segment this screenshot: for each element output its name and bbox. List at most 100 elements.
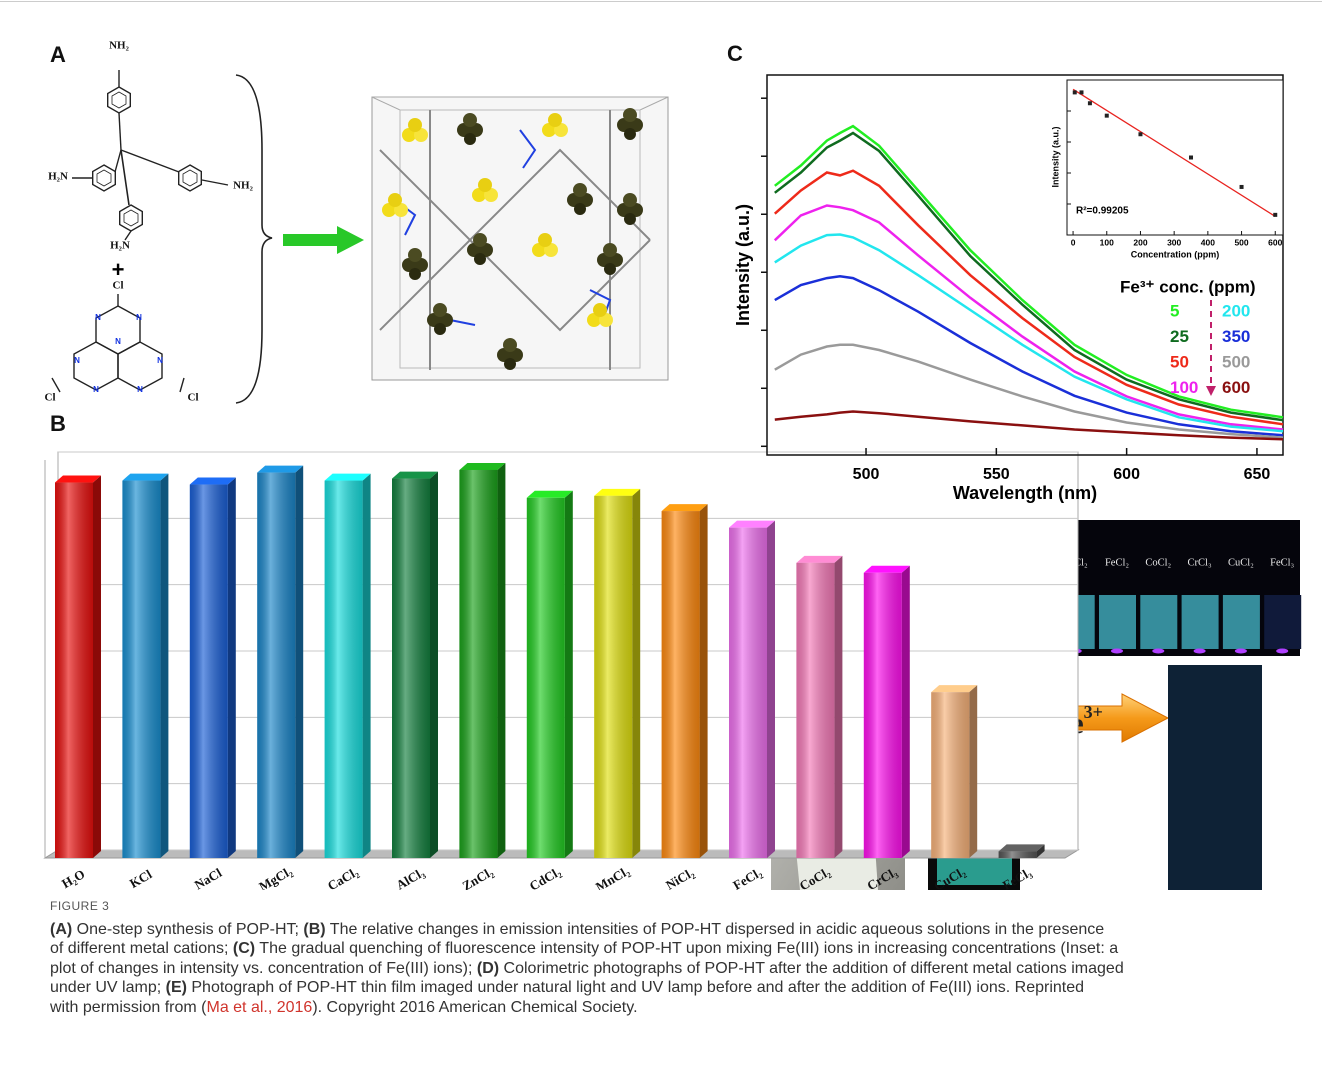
bar-top bbox=[931, 685, 977, 692]
figure: A B C D E NH₂ H₂N NH₂ H₂N + Cl Cl Cl N N… bbox=[0, 0, 1322, 890]
caption-text: The relative changes in emission intensi… bbox=[326, 921, 1105, 938]
caption-text: plot of changes in intensity vs. concent… bbox=[50, 960, 477, 977]
bar-top bbox=[662, 504, 708, 511]
page: Figure 3 { "panels": { "A": {"letter": "… bbox=[0, 0, 1322, 1075]
chem-n: N bbox=[157, 356, 163, 365]
bar-shine bbox=[662, 511, 700, 858]
caption-text: Photograph of POP-HT thin film imaged un… bbox=[187, 979, 1084, 996]
citation-link[interactable]: Ma et al., 2016 bbox=[206, 999, 312, 1016]
x-tick-label: KCl bbox=[127, 866, 155, 890]
caption-line: plot of changes in intensity vs. concent… bbox=[50, 959, 1315, 979]
caption-line: (A) One-step synthesis of POP-HT; (B) Th… bbox=[50, 920, 1315, 940]
x-tick-label: AlCl₃ bbox=[394, 865, 427, 890]
caption-text: Colorimetric photographs of POP-HT after… bbox=[499, 960, 1124, 977]
series-line bbox=[775, 235, 1283, 432]
tetraamine-structure bbox=[72, 70, 228, 240]
x-tick-label: 100 bbox=[1100, 237, 1114, 247]
x-axis-label: Wavelength (nm) bbox=[953, 483, 1097, 503]
chem-label: Cl bbox=[188, 392, 199, 404]
vial bbox=[1140, 595, 1177, 649]
bar-top bbox=[459, 463, 505, 470]
series-line bbox=[775, 345, 1283, 438]
bar-side bbox=[363, 474, 371, 858]
legend-arrowhead bbox=[1206, 386, 1216, 396]
chem-label: Cl bbox=[45, 392, 56, 404]
caption-text: One-step synthesis of POP-HT; bbox=[72, 921, 303, 938]
bar-top bbox=[122, 474, 168, 481]
x-tick-label: CdCl₂ bbox=[527, 864, 564, 890]
data-point bbox=[1105, 114, 1109, 118]
x-tick-label: ZnCl₂ bbox=[460, 864, 496, 890]
y-axis-label: Intensity (a.u.) bbox=[1050, 126, 1060, 187]
data-point bbox=[1079, 90, 1083, 94]
x-tick-label: 0 bbox=[1071, 237, 1076, 247]
bar-shine bbox=[257, 473, 295, 858]
vial-label: FeCl₃ bbox=[1270, 557, 1294, 568]
legend-title: Fe³⁺ conc. (ppm) bbox=[1120, 277, 1256, 296]
bar-shine bbox=[864, 573, 902, 858]
bar-side bbox=[902, 566, 910, 858]
caption-bold: (E) bbox=[166, 979, 187, 996]
film-quenched-photo bbox=[1168, 665, 1262, 890]
data-point bbox=[1189, 156, 1193, 160]
bar-top bbox=[594, 489, 640, 496]
data-point bbox=[1240, 185, 1244, 189]
vial bbox=[1264, 595, 1301, 649]
chem-label: H₂N bbox=[48, 171, 68, 183]
x-tick-label: H₂O bbox=[59, 866, 87, 890]
caption-bold: (C) bbox=[233, 940, 255, 957]
caption-text: The gradual quenching of fluorescence in… bbox=[255, 940, 1118, 957]
data-point bbox=[1073, 90, 1077, 94]
vial-label: FeCl₂ bbox=[1105, 557, 1129, 568]
bar-side bbox=[969, 685, 977, 858]
bar-side bbox=[430, 472, 438, 858]
x-tick-label: 400 bbox=[1201, 237, 1215, 247]
bracket bbox=[236, 75, 272, 403]
bar-top bbox=[55, 476, 101, 483]
bar-shine bbox=[459, 470, 497, 858]
panel-letter: C bbox=[727, 41, 743, 66]
chem-n: N bbox=[93, 385, 99, 394]
series-line bbox=[775, 412, 1283, 440]
legend-label: 25 bbox=[1170, 327, 1189, 346]
bar-side bbox=[700, 504, 708, 858]
x-tick-label: 650 bbox=[1244, 466, 1271, 483]
vial bbox=[1099, 595, 1136, 649]
bar-shine bbox=[55, 483, 93, 858]
legend-label: 100 bbox=[1170, 378, 1198, 397]
vial-label: CuCl₂ bbox=[1228, 557, 1254, 568]
legend-label: 5 bbox=[1170, 301, 1179, 320]
panel-letter: A bbox=[50, 42, 66, 67]
x-tick-label: MgCl₂ bbox=[256, 863, 294, 890]
bar-side bbox=[565, 491, 573, 858]
bar-top bbox=[392, 472, 438, 479]
caption-line: with permission from (Ma et al., 2016). … bbox=[50, 998, 1315, 1018]
chem-label: Cl bbox=[113, 280, 124, 292]
legend-label: 200 bbox=[1222, 301, 1250, 320]
x-tick-label: 500 bbox=[853, 466, 880, 483]
bar-shine bbox=[594, 496, 632, 858]
chem-n: N bbox=[115, 337, 121, 346]
chem-label: H₂N bbox=[110, 240, 130, 252]
figure-label: FIGURE 3 bbox=[50, 897, 1315, 917]
legend-label: 600 bbox=[1222, 378, 1250, 397]
bar-top bbox=[864, 566, 910, 573]
bar-shine bbox=[122, 481, 160, 858]
panel-letter: B bbox=[50, 411, 66, 436]
bar-top bbox=[999, 844, 1045, 851]
caption-bold: (D) bbox=[477, 960, 499, 977]
caption-text: ). Copyright 2016 American Chemical Soci… bbox=[312, 999, 637, 1016]
legend-label: 350 bbox=[1222, 327, 1250, 346]
bar-top bbox=[729, 521, 775, 528]
chem-n: N bbox=[74, 356, 80, 365]
bar-side bbox=[497, 463, 505, 858]
vial-glow bbox=[1194, 649, 1206, 654]
caption-text: with permission from ( bbox=[50, 999, 206, 1016]
bar-side bbox=[228, 478, 236, 858]
bar-shine bbox=[392, 479, 430, 858]
caption-text: under UV lamp; bbox=[50, 979, 166, 996]
bar-top bbox=[190, 478, 236, 485]
caption: FIGURE 3 (A) One-step synthesis of POP-H… bbox=[50, 897, 1315, 1017]
